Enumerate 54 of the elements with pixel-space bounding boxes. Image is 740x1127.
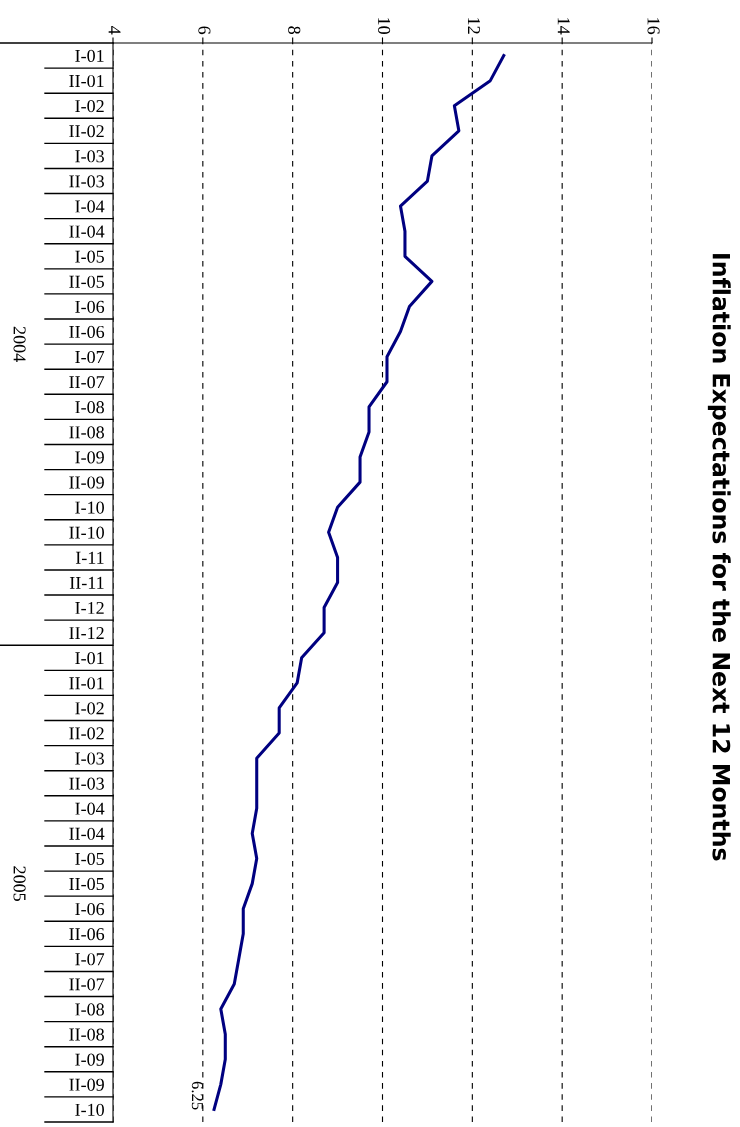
y-tick-label: II-03 [69, 175, 104, 188]
text: 2005 [13, 866, 26, 901]
y-tick-label: II-01 [69, 74, 104, 88]
y-tick-label: I-04 [75, 802, 105, 815]
x-tick-label: 4 [108, 25, 121, 35]
y-tick-label: I-11 [75, 551, 104, 564]
y-tick-label: I-03 [75, 150, 104, 163]
y-tick-label: I-05 [75, 852, 104, 865]
y-tick-label: II-09 [69, 476, 104, 489]
y-tick-label: II-08 [69, 1028, 104, 1041]
y-tick-label: II-05 [69, 275, 104, 288]
y-tick-label: II-02 [69, 727, 104, 740]
y-tick-label: II-08 [69, 426, 104, 439]
y-tick-label: I-07 [75, 953, 105, 966]
x-tick-label: 6 [198, 26, 211, 35]
text: 2004 [13, 326, 26, 362]
y-tick-label: I-01 [75, 49, 104, 62]
y-tick-label: I-02 [75, 702, 104, 715]
y-tick-label: II-01 [69, 677, 104, 690]
y-tick-label: I-02 [75, 99, 104, 113]
y-tick-label: II-07 [69, 978, 105, 991]
y-tick-label: I-12 [75, 601, 104, 614]
y-tick-label: II-02 [69, 125, 104, 138]
y-tick-label: II-06 [69, 928, 105, 941]
x-tick-label: 14 [557, 18, 570, 35]
y-tick-label: II-04 [69, 827, 105, 840]
y-tick-label: II-03 [69, 777, 104, 790]
y-tick-label: II-10 [69, 526, 104, 539]
y-tick-label: I-10 [75, 501, 104, 514]
x-tick-label: 16 [647, 18, 660, 35]
y-tick-label: I-09 [75, 1053, 104, 1066]
y-tick-label: I-06 [75, 300, 105, 313]
y-tick-label: I-09 [75, 451, 104, 464]
y-tick-label: II-06 [69, 325, 105, 339]
y-tick-label: II-05 [69, 877, 104, 891]
y-tick-label: I-07 [75, 350, 105, 364]
x-tick-label: 12 [467, 18, 480, 34]
y-tick-label: II-04 [69, 225, 105, 238]
data-label: 6.25 [191, 1081, 204, 1110]
y-tick-label: I-04 [75, 200, 105, 213]
y-tick-label: II-09 [69, 1078, 104, 1091]
y-tick-label: I-08 [75, 1003, 104, 1016]
y-tick-label: I-08 [75, 401, 104, 414]
y-tick-label: II-12 [69, 626, 104, 639]
y-tick-label: I-06 [75, 902, 105, 916]
x-tick-label: 8 [288, 26, 301, 34]
y-tick-label: I-10 [75, 1103, 104, 1116]
y-tick-label: I-01 [75, 652, 104, 665]
x-tick-label: 10 [377, 18, 391, 34]
y-tick-label: II-07 [69, 376, 105, 389]
y-tick-label: I-05 [75, 250, 104, 263]
y-tick-label: II-11 [69, 576, 104, 589]
text: Inflation Expectations for the Next 12 Months [707, 254, 731, 861]
y-tick-label: I-03 [75, 752, 104, 765]
